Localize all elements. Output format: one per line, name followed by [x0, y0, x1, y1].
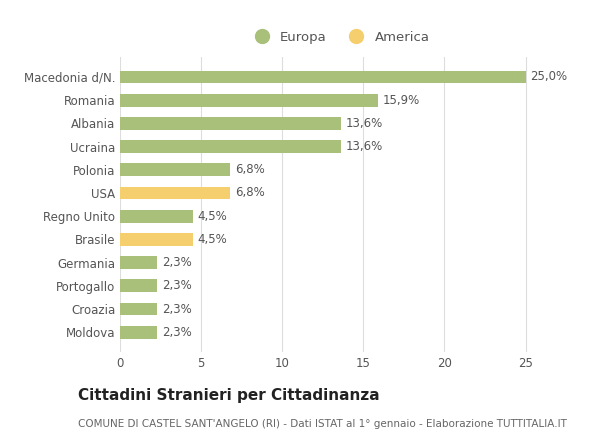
Text: 4,5%: 4,5% [198, 233, 227, 246]
Bar [120, 117, 341, 130]
Text: 2,3%: 2,3% [162, 256, 192, 269]
Text: 6,8%: 6,8% [235, 187, 265, 199]
Bar [120, 163, 230, 176]
Text: COMUNE DI CASTEL SANT'ANGELO (RI) - Dati ISTAT al 1° gennaio - Elaborazione TUTT: COMUNE DI CASTEL SANT'ANGELO (RI) - Dati… [78, 419, 567, 429]
Text: Cittadini Stranieri per Cittadinanza: Cittadini Stranieri per Cittadinanza [78, 389, 380, 403]
Text: 2,3%: 2,3% [162, 279, 192, 292]
Bar [120, 94, 378, 106]
Text: 6,8%: 6,8% [235, 163, 265, 176]
Legend: Europa, America: Europa, America [243, 26, 435, 49]
Bar [120, 210, 193, 223]
Text: 2,3%: 2,3% [162, 326, 192, 339]
Text: 13,6%: 13,6% [346, 140, 383, 153]
Text: 4,5%: 4,5% [198, 210, 227, 223]
Bar [120, 140, 341, 153]
Bar [120, 303, 157, 315]
Text: 13,6%: 13,6% [346, 117, 383, 130]
Bar [120, 70, 526, 83]
Text: 15,9%: 15,9% [383, 94, 420, 106]
Bar [120, 279, 157, 292]
Bar [120, 326, 157, 339]
Bar [120, 187, 230, 199]
Bar [120, 233, 193, 246]
Text: 25,0%: 25,0% [530, 70, 568, 84]
Bar [120, 256, 157, 269]
Text: 2,3%: 2,3% [162, 303, 192, 315]
